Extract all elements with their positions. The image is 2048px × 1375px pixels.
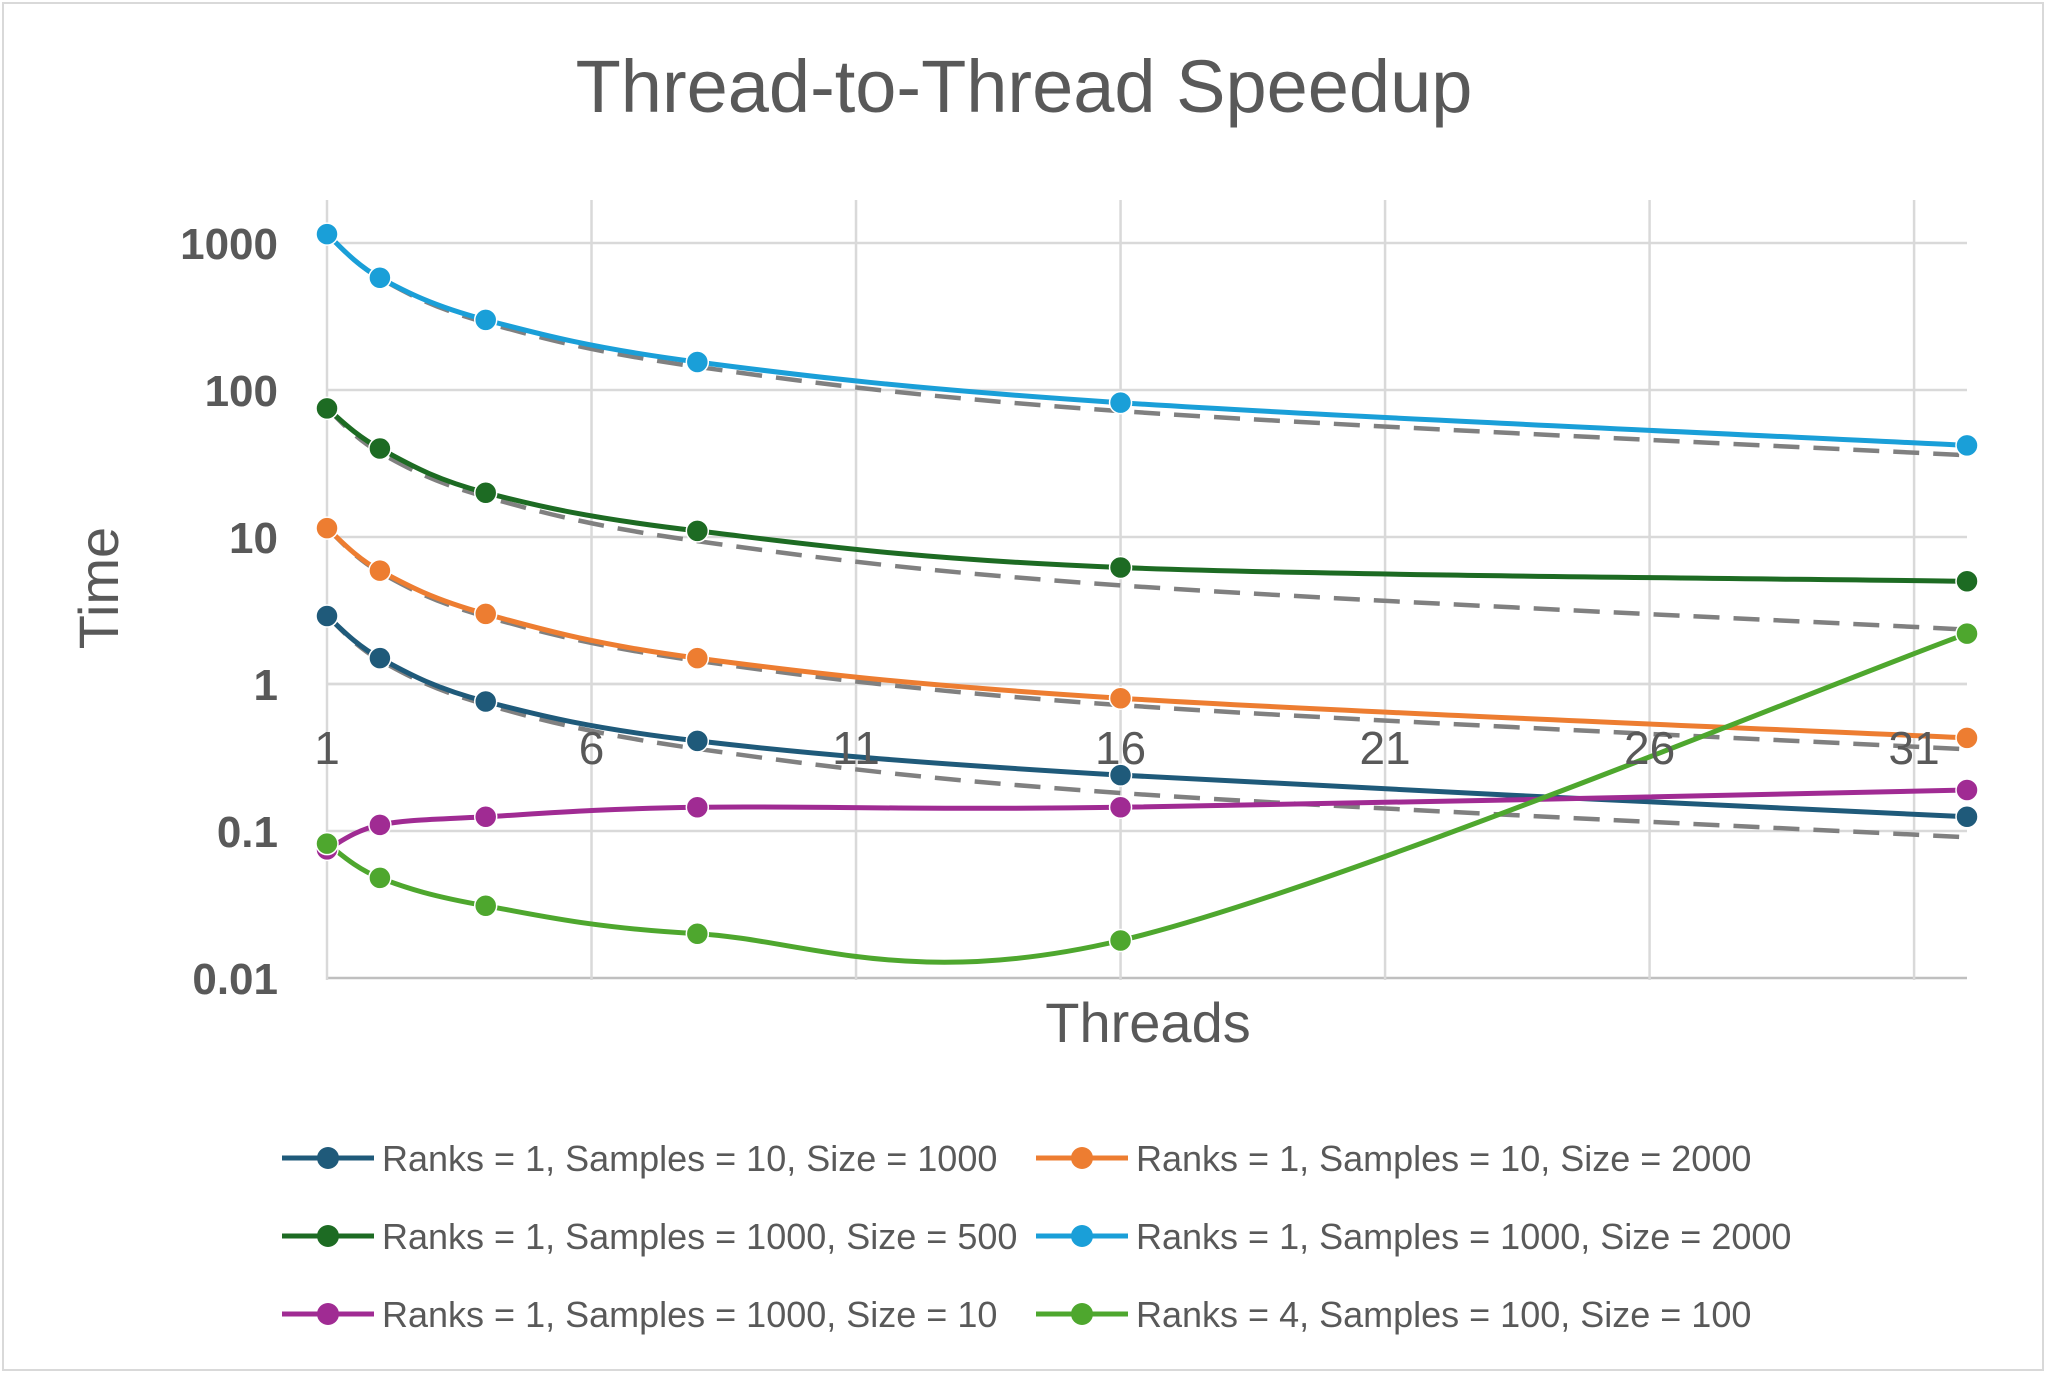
legend-marker — [317, 1303, 339, 1325]
data-point-series-2 — [368, 558, 392, 583]
series-line-6 — [325, 631, 1968, 965]
data-point-series-2 — [1108, 686, 1133, 710]
data-point-series-4 — [1955, 433, 1979, 458]
legend-marker — [1071, 1147, 1093, 1169]
data-point-series-3 — [368, 436, 392, 461]
legend-label: Ranks = 1, Samples = 10, Size = 2000 — [1136, 1138, 1751, 1179]
data-point-series-1 — [368, 646, 392, 670]
gridlines — [325, 200, 1967, 980]
y-tick-label: 100 — [205, 367, 278, 416]
legend-label: Ranks = 1, Samples = 1000, Size = 500 — [382, 1216, 1017, 1257]
data-point-series-1 — [685, 729, 710, 753]
data-point-series-3 — [315, 396, 339, 421]
legend-item: Ranks = 1, Samples = 10, Size = 1000 — [282, 1138, 997, 1179]
data-point-series-5 — [685, 795, 710, 820]
data-point-series-5 — [1955, 778, 1979, 802]
y-tick-labels: 0.01 0.1 1 10 100 1000 — [180, 220, 278, 1004]
data-point-series-4 — [685, 350, 710, 374]
series-line-1 — [325, 614, 1968, 820]
data-point-series-5 — [473, 805, 498, 829]
x-tick-label: 1 — [314, 722, 340, 774]
y-tick-label: 1000 — [180, 220, 278, 269]
legend-item: Ranks = 1, Samples = 1000, Size = 10 — [282, 1294, 997, 1335]
legend-item: Ranks = 1, Samples = 1000, Size = 500 — [282, 1216, 1017, 1257]
x-tick-label: 31 — [1889, 722, 1940, 774]
data-point-series-6 — [1108, 928, 1133, 953]
y-tick-label: 10 — [229, 514, 278, 563]
data-point-series-6 — [1955, 621, 1979, 646]
legend-label: Ranks = 1, Samples = 1000, Size = 10 — [382, 1294, 997, 1335]
series-markers — [315, 222, 1979, 953]
legend-marker — [317, 1147, 339, 1169]
trendline-3 — [325, 406, 1968, 632]
data-point-series-4 — [1108, 390, 1133, 415]
x-tick-label: 16 — [1095, 722, 1146, 774]
series-line-5 — [325, 787, 1968, 852]
x-tick-label: 6 — [579, 722, 605, 774]
legend-marker — [317, 1225, 339, 1247]
data-point-series-4 — [473, 308, 498, 332]
chart-title: Thread-to-Thread Speedup — [576, 45, 1473, 128]
x-tick-labels: 1 6 11 16 21 26 31 — [314, 722, 1939, 774]
data-point-series-1 — [473, 689, 498, 714]
legend-label: Ranks = 4, Samples = 100, Size = 100 — [1136, 1294, 1751, 1335]
legend-label: Ranks = 1, Samples = 10, Size = 1000 — [382, 1138, 997, 1179]
data-point-series-5 — [1108, 795, 1133, 820]
legend-item: Ranks = 1, Samples = 1000, Size = 2000 — [1036, 1216, 1791, 1257]
data-point-series-2 — [315, 516, 339, 540]
data-point-series-1 — [315, 604, 339, 628]
data-point-series-3 — [1108, 555, 1133, 580]
data-point-series-1 — [1955, 805, 1979, 829]
data-point-series-4 — [368, 266, 392, 290]
legend-item: Ranks = 1, Samples = 10, Size = 2000 — [1036, 1138, 1751, 1179]
data-point-series-2 — [473, 602, 498, 626]
x-tick-label: 26 — [1624, 722, 1675, 774]
y-tick-label: 0.01 — [192, 955, 278, 1004]
x-axis-title: Threads — [1045, 991, 1250, 1054]
legend-marker — [1071, 1303, 1093, 1325]
data-point-series-5 — [368, 813, 392, 837]
data-point-series-6 — [368, 866, 392, 890]
y-tick-label: 1 — [254, 661, 278, 710]
trendlines — [325, 232, 1968, 840]
data-point-series-3 — [685, 519, 710, 543]
y-axis-title: Time — [67, 527, 130, 649]
data-point-series-2 — [685, 646, 710, 670]
x-tick-label: 21 — [1359, 722, 1410, 774]
series-lines — [325, 232, 1968, 965]
data-point-series-3 — [1955, 569, 1979, 594]
data-point-series-3 — [473, 480, 498, 505]
x-tick-label: 11 — [832, 722, 880, 774]
data-point-series-4 — [315, 222, 339, 246]
data-point-series-6 — [315, 831, 339, 856]
series-line-4 — [325, 232, 1968, 448]
data-point-series-2 — [1955, 726, 1979, 750]
legend-marker — [1071, 1225, 1093, 1247]
y-tick-label: 0.1 — [217, 808, 278, 857]
data-point-series-6 — [685, 921, 710, 946]
series-line-2 — [325, 526, 1968, 741]
legend-item: Ranks = 4, Samples = 100, Size = 100 — [1036, 1294, 1751, 1335]
data-point-series-1 — [1108, 763, 1133, 787]
trendline-4 — [325, 232, 1968, 458]
legend-label: Ranks = 1, Samples = 1000, Size = 2000 — [1136, 1216, 1791, 1257]
data-point-series-6 — [473, 894, 498, 918]
legend: Ranks = 1, Samples = 10, Size = 1000 Rank… — [282, 1138, 1791, 1335]
series-line-3 — [325, 406, 1968, 584]
